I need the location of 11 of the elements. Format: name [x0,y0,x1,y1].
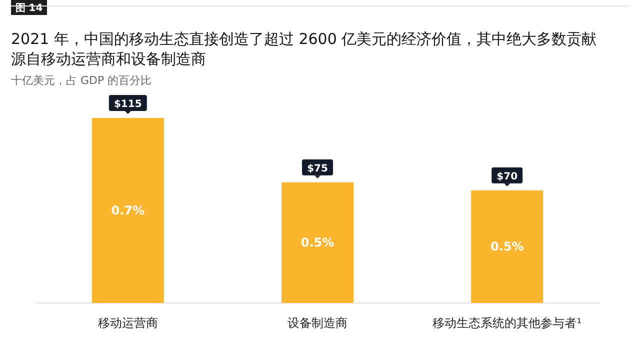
x-tick-label: 设备制造商 [288,316,348,330]
data-label: $75 [307,163,328,174]
chart-subtitle: 十亿美元，占 GDP 的百分比 [11,74,152,87]
data-label: $115 [114,99,142,110]
data-label: $70 [496,171,518,182]
x-tick-label: 移动生态系统的其他参与者¹ [432,316,582,330]
annotation: 0.7% [111,204,145,218]
annotation: 0.5% [300,236,334,250]
chart-title: 2021 年，中国的移动生态直接创造了超过 2600 亿美元的经济价值，其中绝大多数贡献源自移动运营商和设备制造商 [11,30,597,68]
x-tick-label: 移动运营商 [98,316,158,330]
annotation: 0.5% [490,240,524,254]
